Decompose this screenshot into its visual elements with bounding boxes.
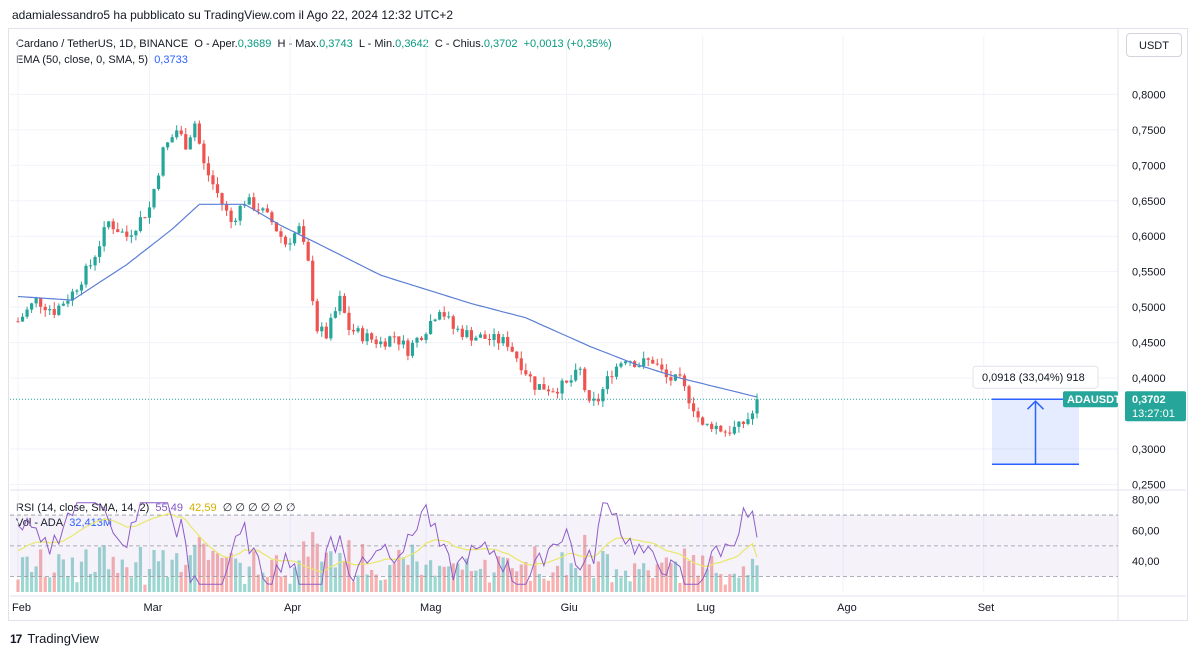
rsi-ma-value: 42,59 [189, 502, 217, 514]
currency-button[interactable]: USDT [1126, 33, 1182, 57]
symbol-legend[interactable]: Cardano / TetherUS, 1D, BINANCE O - Aper… [16, 38, 612, 50]
symbol-name: Cardano / TetherUS, 1D, BINANCE [16, 38, 189, 50]
rsi-extra: ∅ ∅ ∅ ∅ ∅ ∅ [222, 502, 296, 514]
high-value: 0,3743 [319, 38, 353, 50]
ema-label: EMA (50, close, 0, SMA, 5) [16, 54, 149, 66]
rsi-label: RSI (14, close, SMA, 14, 2) [16, 502, 150, 514]
volume-legend[interactable]: Vol - ADA 32,413M [16, 517, 112, 529]
ema-legend[interactable]: EMA (50, close, 0, SMA, 5) 0,3733 [16, 54, 188, 66]
high-label: H - Max. [277, 38, 320, 50]
brand-name: TradingView [27, 631, 99, 646]
volume-value: 32,413M [69, 517, 113, 529]
close-value: 0,3702 [483, 38, 518, 50]
ema-value: 0,3733 [154, 54, 188, 66]
rsi-legend[interactable]: RSI (14, close, SMA, 14, 2) 55,49 42,59 … [16, 501, 296, 514]
volume-label: Vol - ADA [16, 517, 64, 529]
open-label: O - Aper. [194, 38, 238, 50]
close-label: C - Chius. [434, 38, 484, 50]
tradingview-logo-icon: 17 [10, 631, 22, 646]
rsi-value: 55,49 [155, 502, 183, 514]
tradingview-brand[interactable]: 17 TradingView [10, 631, 99, 646]
change-value: +0,0013 (+0,35%) [523, 38, 612, 50]
low-value: 0,3642 [395, 38, 429, 50]
low-label: L - Min. [358, 38, 396, 50]
chart-frame [8, 28, 1188, 621]
publish-caption: adamialessandro5 ha pubblicato su Tradin… [12, 8, 454, 22]
open-value: 0,3689 [237, 38, 272, 50]
